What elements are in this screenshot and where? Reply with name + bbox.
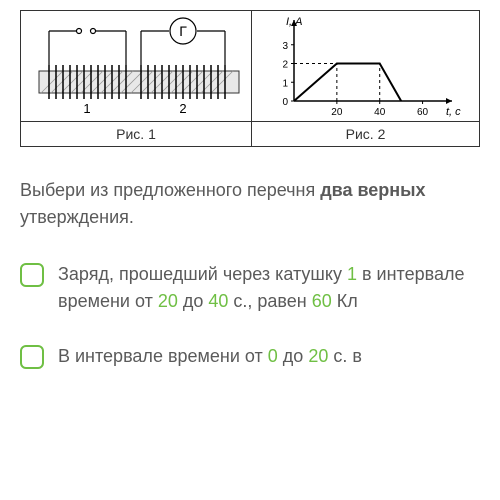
core bbox=[39, 71, 239, 93]
svg-text:I, А: I, А bbox=[286, 16, 303, 28]
figure-1-caption: Рис. 1 bbox=[21, 122, 252, 147]
coil2-label: 2 bbox=[179, 101, 186, 116]
svg-text:60: 60 bbox=[417, 107, 429, 118]
figure-1-cell: Г 1 2 bbox=[21, 11, 252, 122]
svg-text:0: 0 bbox=[282, 97, 288, 108]
svg-text:20: 20 bbox=[331, 107, 343, 118]
svg-text:40: 40 bbox=[374, 107, 386, 118]
figure-2-cell: 0 1 2 3 20 40 60 I, А t, с bbox=[252, 11, 480, 122]
option-checkbox[interactable] bbox=[20, 345, 44, 369]
current-chart: 0 1 2 3 20 40 60 I, А t, с bbox=[252, 11, 472, 121]
question-text: Выбери из предложенного перечня два верн… bbox=[20, 177, 480, 231]
meter-label: Г bbox=[179, 23, 187, 39]
svg-text:t, с: t, с bbox=[446, 106, 461, 118]
option-checkbox[interactable] bbox=[20, 263, 44, 287]
svg-text:2: 2 bbox=[282, 60, 288, 71]
question-bold: два верных bbox=[320, 180, 425, 200]
coil1-label: 1 bbox=[83, 101, 90, 116]
option-row[interactable]: В интервале времени от 0 до 20 с. в bbox=[20, 343, 480, 370]
question-suffix: утверждения. bbox=[20, 207, 134, 227]
figures-table: Г 1 2 0 1 2 3 20 40 60 I, А t, с Рис. 1 Рис. 2 bbox=[20, 10, 480, 147]
circuit-diagram: Г 1 2 bbox=[21, 11, 251, 121]
svg-text:1: 1 bbox=[282, 78, 288, 89]
options-list: Заряд, прошедший через катушку 1 в интер… bbox=[20, 261, 480, 370]
question-prefix: Выбери из предложенного перечня bbox=[20, 180, 320, 200]
option-text: Заряд, прошедший через катушку 1 в интер… bbox=[58, 261, 480, 315]
option-row[interactable]: Заряд, прошедший через катушку 1 в интер… bbox=[20, 261, 480, 315]
option-text: В интервале времени от 0 до 20 с. в bbox=[58, 343, 362, 370]
svg-text:3: 3 bbox=[282, 41, 288, 52]
figure-2-caption: Рис. 2 bbox=[252, 122, 480, 147]
